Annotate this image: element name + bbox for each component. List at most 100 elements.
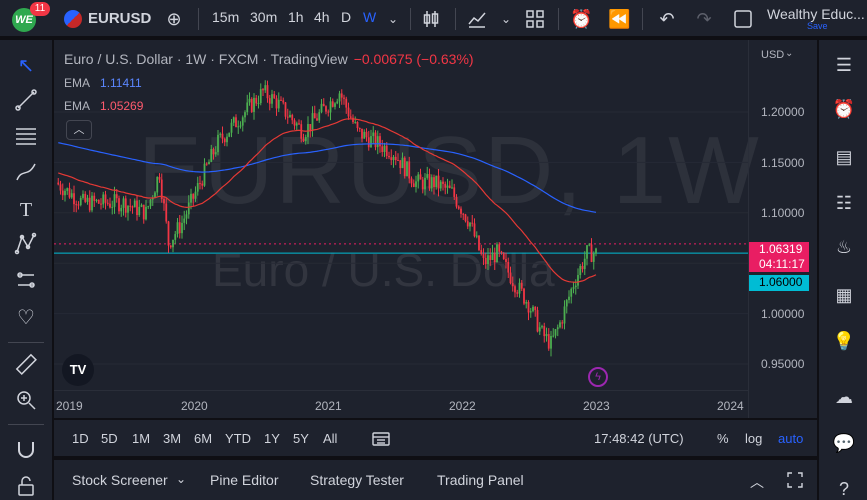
- ideas-icon[interactable]: 💡: [832, 331, 856, 351]
- chevron-down-icon[interactable]: ⌄: [785, 48, 794, 59]
- candle-body: [370, 136, 372, 148]
- chat-icon[interactable]: ☁: [835, 387, 853, 407]
- calendar-icon[interactable]: ▦: [835, 285, 853, 305]
- ema-legend-1[interactable]: EMA 1.11411: [64, 76, 142, 90]
- price-plot[interactable]: [54, 40, 748, 390]
- candle-body: [525, 302, 528, 304]
- price-axis[interactable]: USD ⌄ 1.20000 1.15000 1.10000 1.00000 0.9…: [748, 40, 817, 418]
- ema-fast-line[interactable]: [58, 118, 597, 283]
- heart-icon[interactable]: ♡: [17, 307, 35, 329]
- range-all[interactable]: All: [323, 431, 338, 446]
- forecast-icon[interactable]: [12, 268, 40, 296]
- candle-body: [579, 266, 582, 276]
- candle-body: [250, 98, 253, 112]
- candle-body: [244, 112, 246, 118]
- ema-legend-2[interactable]: EMA 1.05269: [64, 99, 143, 113]
- time-axis[interactable]: 2019 2020 2021 2022 2023 2024: [54, 390, 748, 418]
- candle-body: [428, 174, 431, 189]
- interval-4h[interactable]: 4h: [314, 9, 330, 25]
- chart-pane[interactable]: EURUSD, 1W Euro / U.S. Dolla Euro / U.S.…: [54, 40, 817, 418]
- range-1m[interactable]: 1M: [132, 431, 151, 446]
- redo-icon[interactable]: ↷: [696, 9, 712, 29]
- date-range-icon[interactable]: [372, 431, 390, 450]
- bottom-panel-tabs: Stock Screener ⌄ Pine Editor Strategy Te…: [54, 460, 817, 500]
- tradingview-logo[interactable]: TV: [62, 354, 94, 386]
- chevron-down-icon[interactable]: ⌄: [387, 12, 399, 26]
- news-icon[interactable]: ▤: [835, 147, 853, 167]
- trend-line-icon[interactable]: [12, 88, 40, 116]
- range-5y[interactable]: 5Y: [293, 431, 309, 446]
- compare-plus-icon[interactable]: ⊕: [166, 9, 182, 29]
- candle-body: [311, 113, 314, 131]
- candle-body: [149, 199, 152, 207]
- lock-icon[interactable]: [12, 474, 40, 500]
- help-icon[interactable]: ?: [838, 479, 849, 499]
- range-3m[interactable]: 3M: [163, 431, 182, 446]
- ruler-icon[interactable]: [12, 352, 40, 380]
- tab-pine-editor[interactable]: Pine Editor: [210, 472, 279, 488]
- candle-body: [277, 99, 280, 109]
- tab-trading-panel[interactable]: Trading Panel: [437, 472, 524, 488]
- candle-body: [424, 177, 426, 190]
- interval-15m[interactable]: 15m: [212, 9, 240, 25]
- candle-body: [401, 157, 404, 169]
- candle-body: [68, 188, 71, 198]
- tab-stock-screener[interactable]: Stock Screener: [72, 472, 168, 488]
- pattern-icon[interactable]: [12, 232, 40, 260]
- candle-body: [545, 334, 548, 337]
- interval-d[interactable]: D: [341, 9, 352, 25]
- text-icon[interactable]: T: [19, 199, 33, 221]
- candle-body: [120, 207, 123, 212]
- candle-body: [329, 101, 332, 113]
- undo-icon[interactable]: ↶: [659, 9, 675, 29]
- candle-body: [205, 163, 208, 165]
- watchlist-icon[interactable]: ☰: [835, 55, 853, 75]
- currency-selector[interactable]: USD: [761, 49, 785, 61]
- hotlist-icon[interactable]: ♨: [835, 237, 853, 257]
- percent-toggle[interactable]: %: [717, 431, 729, 446]
- range-5d[interactable]: 5D: [101, 431, 118, 446]
- range-6m[interactable]: 6M: [194, 431, 213, 446]
- magnet-icon[interactable]: [12, 438, 40, 466]
- ema-slow-line[interactable]: [58, 142, 597, 213]
- layouts-icon[interactable]: [524, 8, 546, 30]
- fullscreen-square-icon[interactable]: [732, 8, 754, 30]
- range-ytd[interactable]: YTD: [225, 431, 251, 446]
- year-label: 2023: [583, 399, 610, 413]
- candle-body: [354, 122, 357, 124]
- cursor-icon[interactable]: ↖: [17, 55, 35, 77]
- replay-icon[interactable]: ⏪: [608, 9, 631, 29]
- chevron-down-icon[interactable]: ⌄: [500, 12, 512, 26]
- lightning-icon[interactable]: ϟ: [588, 367, 608, 387]
- candle-body: [397, 160, 399, 162]
- candle-body: [394, 156, 397, 161]
- log-toggle[interactable]: log: [745, 431, 763, 446]
- auto-toggle[interactable]: auto: [778, 431, 804, 446]
- chevron-up-icon[interactable]: ︿: [750, 474, 764, 490]
- interval-w[interactable]: W: [363, 9, 377, 25]
- interval-1h[interactable]: 1h: [288, 9, 304, 25]
- chevron-down-icon[interactable]: ⌄: [176, 472, 187, 486]
- utc-clock[interactable]: 17:48:42 (UTC): [594, 431, 684, 446]
- collapse-legend-button[interactable]: ︿: [66, 120, 92, 140]
- year-label: 2021: [315, 399, 342, 413]
- candles-icon[interactable]: [420, 8, 442, 30]
- range-1y[interactable]: 1Y: [264, 431, 280, 446]
- candle-body: [446, 185, 449, 188]
- interval-30m[interactable]: 30m: [250, 9, 278, 25]
- brush-icon[interactable]: [12, 160, 40, 188]
- alert-clock-icon[interactable]: ⏰: [570, 9, 593, 29]
- zoom-icon[interactable]: [12, 388, 40, 416]
- chat-bubbles-icon[interactable]: 💬: [832, 433, 856, 453]
- alarm-icon[interactable]: ⏰: [832, 99, 856, 119]
- data-window-icon[interactable]: ☷: [835, 193, 853, 213]
- tab-strategy-tester[interactable]: Strategy Tester: [310, 472, 404, 488]
- fib-icon[interactable]: [12, 124, 40, 152]
- indicators-icon[interactable]: [466, 8, 488, 30]
- symbol-search-button[interactable]: EURUSD: [88, 10, 152, 27]
- ema-value: 1.05269: [100, 99, 144, 113]
- range-1d[interactable]: 1D: [72, 431, 89, 446]
- account-name[interactable]: Wealthy Educ...: [767, 6, 865, 22]
- save-button[interactable]: Save: [807, 21, 828, 31]
- maximize-panel-icon[interactable]: [787, 472, 803, 491]
